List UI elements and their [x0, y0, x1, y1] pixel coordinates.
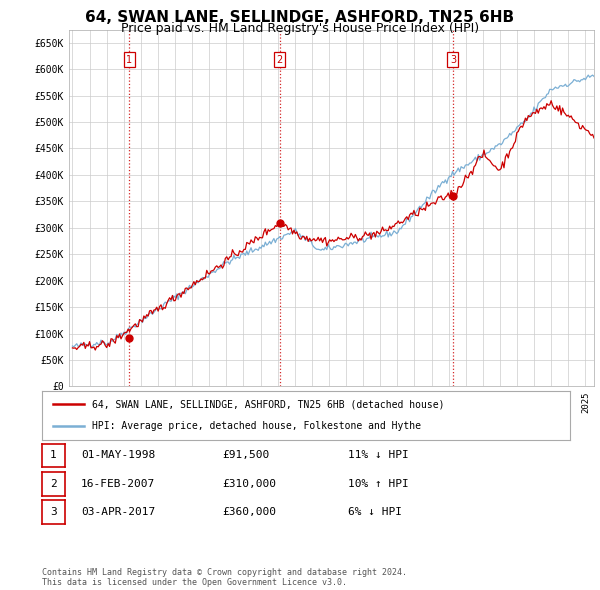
- Text: 3: 3: [450, 55, 456, 65]
- Text: £310,000: £310,000: [222, 479, 276, 489]
- Text: 10% ↑ HPI: 10% ↑ HPI: [348, 479, 409, 489]
- Text: £360,000: £360,000: [222, 507, 276, 517]
- Text: 01-MAY-1998: 01-MAY-1998: [81, 451, 155, 460]
- Text: 2: 2: [50, 479, 57, 489]
- Text: £91,500: £91,500: [222, 451, 269, 460]
- Text: 3: 3: [50, 507, 57, 517]
- Text: 6% ↓ HPI: 6% ↓ HPI: [348, 507, 402, 517]
- Text: 64, SWAN LANE, SELLINDGE, ASHFORD, TN25 6HB (detached house): 64, SWAN LANE, SELLINDGE, ASHFORD, TN25 …: [92, 399, 445, 409]
- Text: 16-FEB-2007: 16-FEB-2007: [81, 479, 155, 489]
- Text: Price paid vs. HM Land Registry's House Price Index (HPI): Price paid vs. HM Land Registry's House …: [121, 22, 479, 35]
- Text: 11% ↓ HPI: 11% ↓ HPI: [348, 451, 409, 460]
- Text: 03-APR-2017: 03-APR-2017: [81, 507, 155, 517]
- Text: 2: 2: [277, 55, 283, 65]
- Text: Contains HM Land Registry data © Crown copyright and database right 2024.
This d: Contains HM Land Registry data © Crown c…: [42, 568, 407, 587]
- Text: 64, SWAN LANE, SELLINDGE, ASHFORD, TN25 6HB: 64, SWAN LANE, SELLINDGE, ASHFORD, TN25 …: [85, 10, 515, 25]
- Text: 1: 1: [127, 55, 133, 65]
- Text: 1: 1: [50, 451, 57, 460]
- Text: HPI: Average price, detached house, Folkestone and Hythe: HPI: Average price, detached house, Folk…: [92, 421, 421, 431]
